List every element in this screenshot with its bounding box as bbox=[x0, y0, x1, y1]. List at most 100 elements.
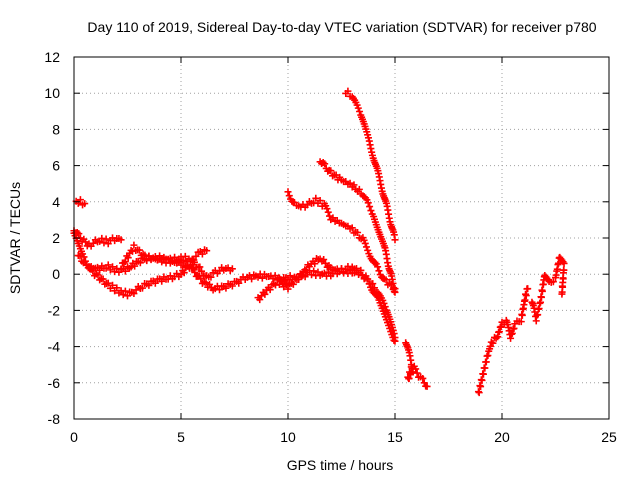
data-point bbox=[119, 291, 127, 299]
data-point bbox=[158, 277, 166, 285]
data-point bbox=[323, 205, 331, 213]
data-point bbox=[271, 272, 279, 280]
series-track-m bbox=[528, 253, 568, 325]
x-tick-label: 25 bbox=[601, 429, 617, 445]
y-tick-label: 12 bbox=[44, 49, 60, 65]
data-point bbox=[494, 333, 502, 341]
data-point bbox=[364, 134, 372, 142]
data-point bbox=[319, 158, 327, 166]
data-point bbox=[517, 318, 525, 326]
data-point bbox=[361, 239, 369, 247]
data-point bbox=[124, 292, 131, 300]
data-point bbox=[222, 284, 230, 292]
y-tick-label: -2 bbox=[48, 302, 61, 318]
x-tick-label: 15 bbox=[387, 429, 403, 445]
data-point bbox=[332, 171, 340, 179]
data-point bbox=[181, 252, 189, 260]
data-point bbox=[228, 265, 236, 273]
data-point bbox=[121, 287, 129, 295]
data-point bbox=[521, 296, 529, 304]
data-point bbox=[316, 197, 324, 205]
data-point bbox=[364, 199, 372, 207]
data-point bbox=[524, 285, 532, 293]
data-point bbox=[109, 281, 117, 289]
y-tick-label: 4 bbox=[52, 194, 60, 210]
series-track-j bbox=[342, 87, 399, 244]
data-point bbox=[560, 259, 568, 267]
data-point bbox=[419, 374, 427, 382]
data-point bbox=[348, 224, 356, 232]
data-point bbox=[109, 263, 117, 271]
data-point bbox=[131, 262, 139, 270]
data-point bbox=[371, 258, 379, 266]
data-point bbox=[423, 382, 431, 390]
data-point bbox=[198, 250, 206, 258]
data-point bbox=[124, 254, 132, 262]
data-point bbox=[289, 280, 297, 288]
data-point bbox=[508, 329, 516, 337]
data-point bbox=[207, 273, 215, 281]
data-point bbox=[100, 239, 108, 247]
data-point bbox=[391, 337, 399, 345]
data-point bbox=[192, 252, 200, 260]
data-point bbox=[405, 374, 413, 382]
data-point bbox=[130, 290, 138, 298]
data-point bbox=[312, 194, 320, 202]
data-point bbox=[278, 277, 286, 285]
data-point bbox=[518, 311, 526, 319]
data-point bbox=[228, 282, 236, 290]
data-point bbox=[117, 236, 125, 244]
data-point bbox=[484, 352, 492, 360]
data-point bbox=[128, 247, 136, 255]
data-point bbox=[413, 369, 421, 377]
data-point bbox=[261, 290, 269, 298]
data-point bbox=[321, 259, 329, 267]
data-point bbox=[179, 256, 187, 264]
data-point bbox=[367, 207, 375, 215]
data-point bbox=[390, 336, 398, 344]
data-point bbox=[113, 284, 121, 292]
data-point bbox=[80, 253, 88, 261]
data-point bbox=[104, 279, 112, 287]
series-track-a bbox=[72, 196, 89, 209]
series-track-k bbox=[402, 339, 431, 390]
y-tick-label: 10 bbox=[44, 85, 60, 101]
data-point bbox=[102, 235, 110, 243]
data-point bbox=[375, 267, 383, 275]
x-tick-label: 0 bbox=[70, 429, 78, 445]
data-point bbox=[76, 252, 84, 260]
data-point bbox=[76, 196, 84, 204]
data-point bbox=[346, 179, 354, 187]
data-point bbox=[329, 214, 337, 222]
data-point bbox=[310, 267, 318, 275]
data-point bbox=[522, 292, 530, 300]
y-axis-label: SDTVAR / TECUs bbox=[7, 182, 23, 294]
data-point bbox=[284, 188, 292, 196]
data-point bbox=[538, 287, 546, 295]
data-point bbox=[366, 203, 374, 211]
data-point bbox=[295, 275, 303, 283]
data-point bbox=[356, 108, 364, 116]
y-tick-label: 6 bbox=[52, 158, 60, 174]
data-point bbox=[191, 268, 199, 276]
data-point bbox=[203, 247, 211, 255]
data-point bbox=[138, 284, 146, 292]
data-point bbox=[391, 236, 399, 244]
data-point bbox=[180, 269, 188, 277]
y-tick-label: 0 bbox=[52, 266, 60, 282]
data-point bbox=[99, 275, 107, 283]
data-point bbox=[507, 334, 515, 342]
data-point bbox=[156, 252, 164, 260]
data-point bbox=[475, 389, 483, 397]
y-tick-label: 2 bbox=[52, 230, 60, 246]
data-point bbox=[258, 274, 266, 282]
data-point bbox=[285, 192, 293, 200]
data-point bbox=[354, 228, 362, 236]
data-point bbox=[256, 296, 264, 304]
data-point bbox=[143, 256, 151, 264]
data-point bbox=[151, 279, 159, 287]
data-point bbox=[364, 275, 372, 283]
data-point bbox=[479, 370, 487, 378]
